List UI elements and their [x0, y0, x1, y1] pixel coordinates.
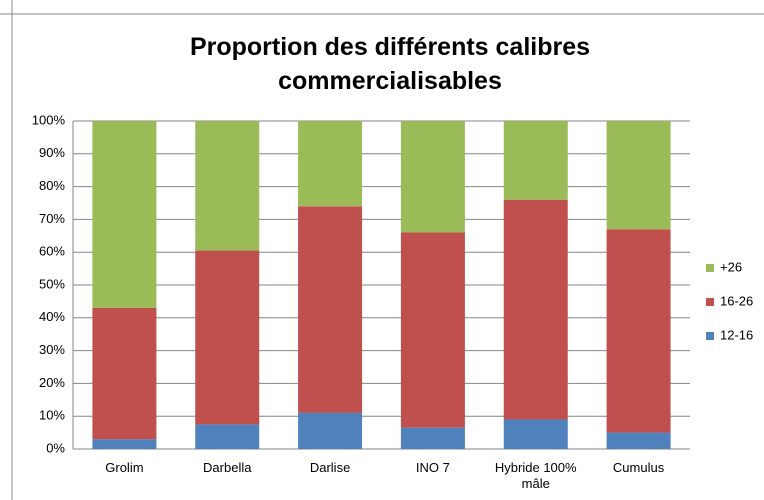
bar-segment	[400, 121, 465, 233]
bar-segment	[298, 206, 363, 413]
bar-segment	[606, 432, 671, 449]
x-tick-label: Cumulus	[612, 460, 665, 475]
y-tick-label: 30%	[39, 342, 65, 357]
y-tick-label: 0%	[46, 440, 65, 455]
bar-segment	[92, 307, 157, 440]
x-tick-label: INO 7	[415, 460, 450, 475]
legend-swatch	[706, 264, 714, 272]
y-tick-label: 60%	[39, 244, 65, 259]
bar-segment	[503, 121, 568, 200]
bar-segment	[606, 229, 671, 433]
bar-segment	[195, 424, 260, 449]
bar-segment	[606, 121, 671, 230]
chart-title: Proportion des différents calibres comme…	[189, 33, 591, 95]
bar-segment	[503, 419, 568, 449]
legend-label: +26	[720, 259, 742, 274]
bar-segment	[298, 121, 363, 207]
bar-segment	[400, 427, 465, 449]
bar-segment	[92, 121, 157, 308]
bar-segment	[195, 121, 260, 251]
legend-label: 16-26	[720, 293, 753, 308]
x-tick-label: Darbella	[203, 460, 252, 475]
x-tick-label: Darlise	[309, 460, 351, 475]
y-tick-label: 40%	[39, 309, 65, 324]
bar-segment	[92, 439, 157, 449]
legend-label: 12-16	[720, 327, 753, 342]
legend-swatch	[706, 298, 714, 306]
y-tick-label: 90%	[39, 145, 65, 160]
legend-swatch	[706, 332, 714, 340]
y-tick-label: 70%	[39, 211, 65, 226]
x-tick-label: Grolim	[105, 460, 144, 475]
y-tick-label: 10%	[39, 408, 65, 423]
bar-segment	[400, 232, 465, 428]
bar-segment	[195, 250, 260, 425]
bar-segment	[298, 412, 363, 449]
bar-segment	[503, 199, 568, 420]
y-tick-label: 100%	[32, 112, 66, 127]
x-tick-label: Hybride 100% mâle	[494, 460, 577, 491]
y-tick-label: 20%	[39, 375, 65, 390]
y-tick-label: 80%	[39, 178, 65, 193]
y-tick-label: 50%	[39, 276, 65, 291]
